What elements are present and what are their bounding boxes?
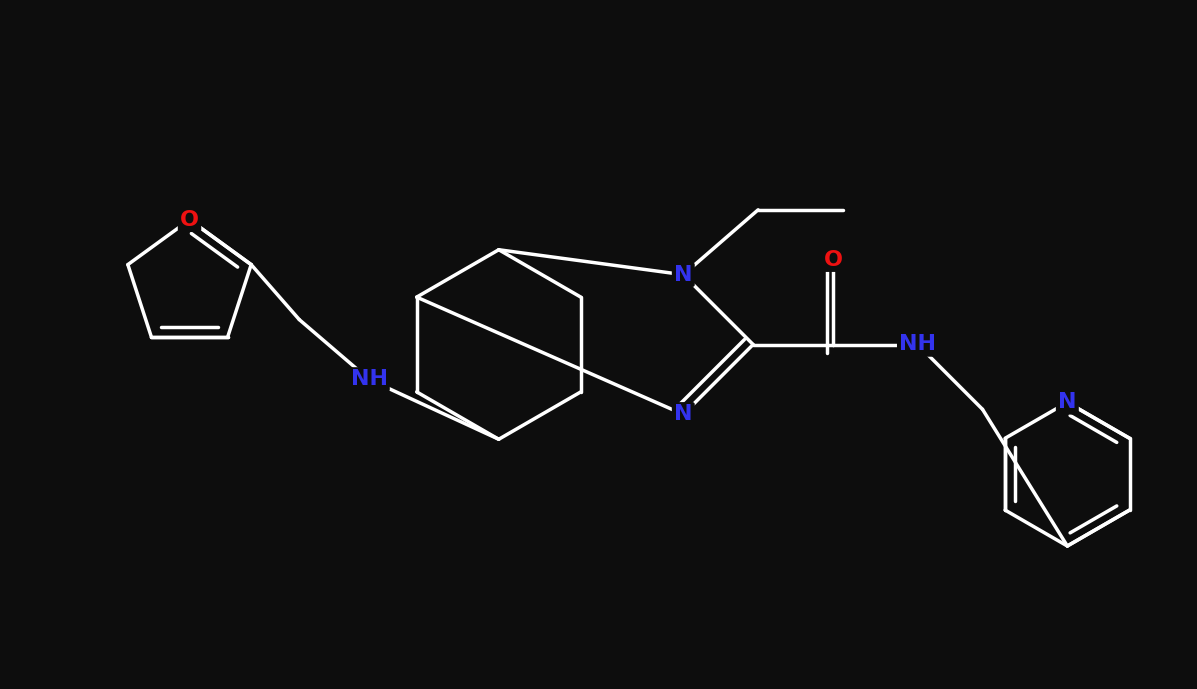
Text: N: N: [674, 404, 693, 424]
Text: O: O: [180, 210, 199, 230]
Text: NH: NH: [351, 369, 388, 389]
Text: N: N: [674, 265, 693, 285]
Text: N: N: [1058, 392, 1076, 412]
Text: NH: NH: [899, 334, 936, 355]
Text: O: O: [824, 249, 843, 269]
